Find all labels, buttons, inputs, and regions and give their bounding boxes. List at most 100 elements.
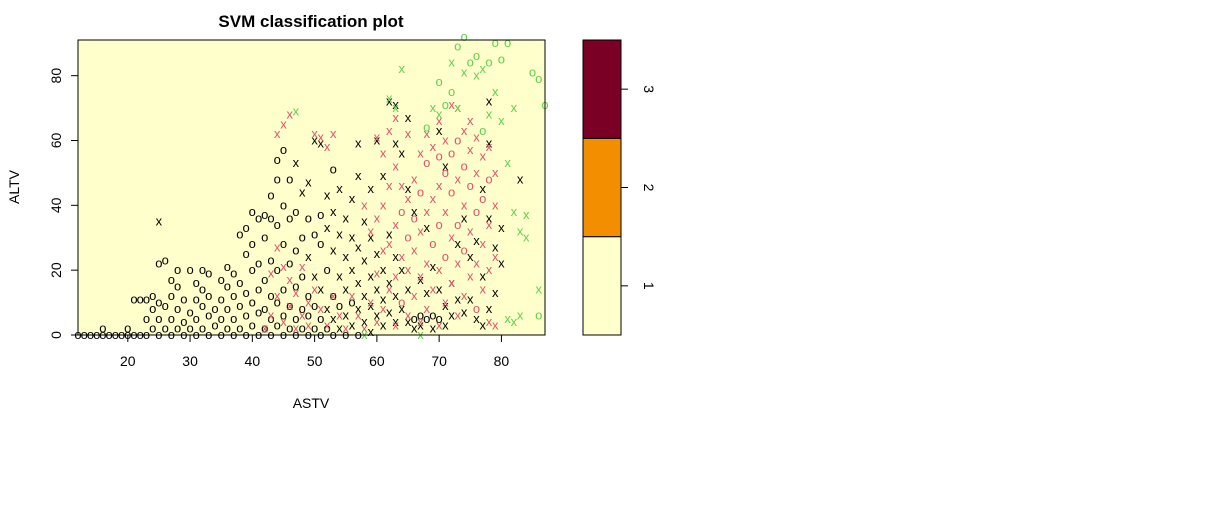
legend-label-1: 1 bbox=[641, 282, 657, 290]
point-class-2-46: x bbox=[392, 317, 399, 332]
point-class-1-17: o bbox=[143, 291, 150, 306]
point-class-2-90: x bbox=[448, 230, 455, 245]
point-class-1-158: x bbox=[336, 227, 343, 242]
point-class-2-125: x bbox=[467, 113, 474, 128]
point-class-1-56: o bbox=[211, 301, 218, 316]
point-class-1-79: o bbox=[249, 295, 256, 310]
point-class-1-216: x bbox=[423, 285, 430, 300]
point-class-1-61: o bbox=[224, 321, 231, 336]
point-class-2-50: x bbox=[392, 110, 399, 125]
point-class-3-19: o bbox=[473, 48, 480, 63]
point-class-1-128: o bbox=[305, 308, 312, 323]
point-class-1-108: o bbox=[280, 236, 287, 251]
y-tick-label-0: 0 bbox=[48, 331, 64, 339]
point-class-2-30: x bbox=[361, 321, 368, 336]
point-class-1-175: x bbox=[355, 136, 362, 151]
point-class-1-99: o bbox=[274, 317, 281, 332]
point-class-2-2: x bbox=[268, 265, 275, 280]
point-class-2-104: x bbox=[467, 223, 474, 238]
point-class-1-194: x bbox=[386, 275, 393, 290]
point-class-1-197: x bbox=[392, 314, 399, 329]
point-class-3-28: o bbox=[504, 35, 511, 50]
point-class-1-190: x bbox=[380, 291, 387, 306]
point-class-2-106: x bbox=[467, 142, 474, 157]
point-class-2-38: x bbox=[380, 301, 387, 316]
point-class-1-215: o bbox=[423, 311, 430, 326]
point-class-1-26: o bbox=[162, 321, 169, 336]
point-class-2-93: x bbox=[455, 308, 462, 323]
point-class-1-155: x bbox=[336, 321, 343, 336]
point-class-2-74: x bbox=[430, 282, 437, 297]
point-class-1-52: o bbox=[205, 308, 212, 323]
point-class-1-224: x bbox=[442, 317, 449, 332]
point-class-3-7: x bbox=[430, 100, 437, 115]
point-class-3-30: x bbox=[511, 100, 518, 115]
point-class-2-63: x bbox=[411, 171, 418, 186]
point-class-1-39: o bbox=[180, 291, 187, 306]
point-class-1-41: o bbox=[186, 304, 193, 319]
point-class-1-87: o bbox=[255, 210, 262, 225]
point-class-1-40: o bbox=[186, 321, 193, 336]
point-class-2-79: x bbox=[436, 262, 443, 277]
point-class-2-29: x bbox=[355, 308, 362, 323]
point-class-1-104: o bbox=[274, 152, 281, 167]
point-class-1-169: x bbox=[349, 191, 356, 206]
color-key-legend: 1 2 3 bbox=[582, 39, 657, 336]
y-tick-label-40: 40 bbox=[48, 197, 64, 213]
point-class-2-13: x bbox=[293, 285, 300, 300]
point-class-3-24: o bbox=[492, 35, 499, 50]
point-class-1-10: o bbox=[124, 321, 131, 336]
point-class-1-141: o bbox=[317, 236, 324, 251]
point-class-1-209: o bbox=[411, 311, 418, 326]
point-class-1-58: o bbox=[218, 311, 225, 326]
point-class-1-237: x bbox=[479, 317, 486, 332]
point-class-2-34: x bbox=[374, 314, 381, 329]
point-class-1-115: o bbox=[286, 171, 293, 186]
point-class-2-123: x bbox=[492, 197, 499, 212]
point-class-3-6: o bbox=[423, 120, 430, 135]
point-class-1-191: x bbox=[380, 262, 387, 277]
point-class-1-109: o bbox=[280, 197, 287, 212]
point-class-3-10: o bbox=[442, 97, 449, 112]
legend-label-2: 2 bbox=[641, 184, 657, 192]
point-class-1-174: x bbox=[355, 168, 362, 183]
point-class-3-16: x bbox=[461, 64, 468, 79]
point-class-2-103: x bbox=[467, 269, 474, 284]
point-class-1-44: o bbox=[193, 311, 200, 326]
point-class-3-8: o bbox=[435, 74, 442, 89]
point-class-1-28: o bbox=[162, 252, 169, 267]
point-class-1-157: x bbox=[336, 269, 343, 284]
point-class-1-167: x bbox=[349, 262, 356, 277]
point-class-1-156: o bbox=[336, 298, 343, 313]
point-class-1-241: x bbox=[486, 210, 493, 225]
point-class-1-94: o bbox=[267, 311, 274, 326]
x-tick-label-20: 20 bbox=[120, 353, 136, 369]
point-class-2-15: x bbox=[299, 259, 306, 274]
point-class-1-55: o bbox=[211, 317, 218, 332]
point-class-1-33: o bbox=[174, 321, 181, 336]
point-class-1-218: x bbox=[430, 321, 437, 336]
point-class-3-41: x bbox=[511, 314, 518, 329]
point-class-2-60: x bbox=[411, 288, 418, 303]
point-class-1-212: o bbox=[417, 308, 424, 323]
point-class-1-122: o bbox=[299, 321, 306, 336]
point-class-1-113: o bbox=[286, 256, 293, 271]
point-class-1-199: x bbox=[392, 249, 399, 264]
point-class-2-122: x bbox=[492, 249, 499, 264]
point-class-2-126: x bbox=[455, 100, 462, 115]
point-class-3-11: x bbox=[448, 55, 455, 70]
point-class-1-153: x bbox=[330, 204, 337, 219]
point-class-2-71: x bbox=[423, 204, 430, 219]
point-class-1-207: x bbox=[405, 181, 412, 196]
point-class-1-200: x bbox=[392, 136, 399, 151]
point-class-1-208: x bbox=[405, 110, 412, 125]
point-class-1-244: x bbox=[492, 285, 499, 300]
point-class-1-42: o bbox=[186, 262, 193, 277]
point-class-2-86: x bbox=[442, 204, 449, 219]
point-class-2-0: x bbox=[262, 321, 269, 336]
point-class-1-165: x bbox=[349, 317, 356, 332]
x-axis: 20 30 40 50 60 70 80 bbox=[120, 334, 509, 369]
legend-swatch-2 bbox=[582, 137, 622, 238]
point-class-3-21: o bbox=[479, 123, 486, 138]
